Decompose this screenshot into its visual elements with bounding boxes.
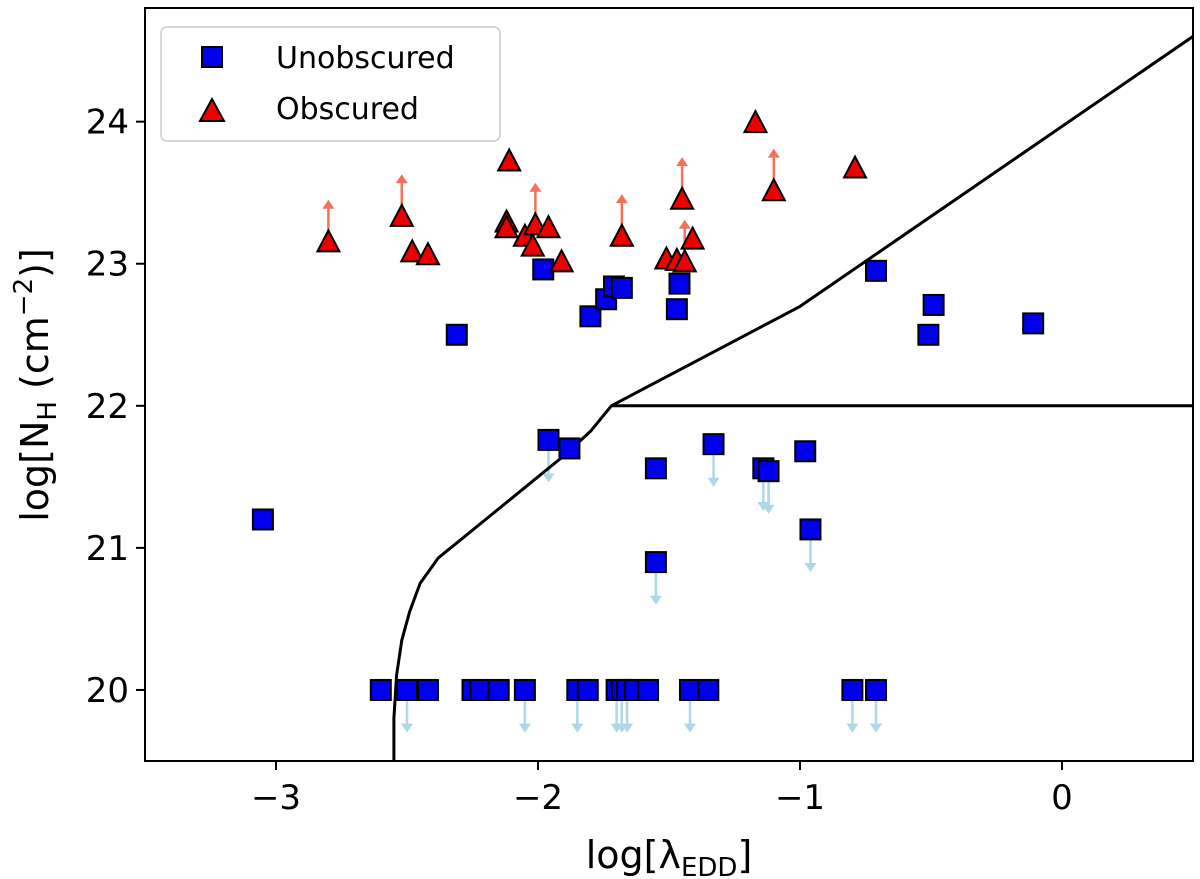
x-tick-label: −1: [775, 778, 825, 818]
unobscured-point: [537, 428, 560, 451]
obscured-point: [672, 248, 698, 273]
legend-triangle-marker: [198, 96, 226, 122]
unobscured-point: [579, 305, 602, 328]
unobscured-point: [665, 298, 688, 321]
unobscured-point: [487, 678, 510, 701]
unobscured-point: [558, 437, 581, 460]
unobscured-point: [697, 678, 720, 701]
unobscured-point: [513, 678, 536, 701]
unobscured-point: [396, 678, 418, 701]
arrow-head: [762, 504, 775, 514]
unobscured-point: [922, 293, 945, 316]
unobscured-point: [251, 508, 274, 531]
obscured-point: [669, 185, 695, 210]
arrow-head: [767, 148, 780, 158]
obscured-point: [315, 228, 342, 253]
arrow-head: [869, 723, 882, 733]
y-tick-label: 21: [86, 529, 129, 569]
obscured-point: [415, 241, 441, 266]
obscured-point: [389, 202, 415, 227]
unobscured-point: [532, 258, 555, 281]
obscured-point: [742, 108, 769, 134]
legend: Unobscured Obscured: [160, 26, 501, 142]
arrow-head: [529, 182, 542, 192]
unobscured-point: [445, 323, 468, 346]
legend-label-obscured: Obscured: [276, 92, 419, 127]
unobscured-point: [576, 678, 599, 701]
data-points: [251, 108, 1045, 701]
obscured-point: [535, 214, 562, 239]
legend-square-marker: [201, 46, 223, 68]
y-axis-label: log[NH (cm−2)]: [9, 248, 63, 522]
unobscured-point: [864, 259, 887, 282]
obscured-point: [548, 248, 575, 273]
boundary-lines: [392, 35, 1193, 761]
arrow-head: [401, 723, 413, 733]
unobscured-point: [841, 678, 864, 701]
arrow-head: [322, 199, 335, 209]
arrow-head: [707, 477, 720, 487]
obscured-point: [609, 222, 635, 247]
arrow-head: [518, 723, 531, 733]
arrow-head: [615, 194, 628, 204]
x-tick-label: −2: [513, 778, 563, 818]
arrow-head: [678, 219, 691, 229]
obscured-point: [679, 225, 706, 250]
unobscured-point: [610, 276, 633, 299]
unobscured-point: [637, 678, 660, 701]
arrow-head: [571, 723, 584, 733]
obscured-point: [399, 238, 425, 263]
arrow-head: [804, 563, 817, 573]
x-axis-label: log[λEDD]: [586, 833, 753, 879]
unobscured-point: [1022, 312, 1045, 335]
arrow-head: [846, 723, 859, 733]
arrow-head: [676, 157, 689, 167]
unobscured-point: [644, 551, 667, 574]
y-tick-label: 22: [86, 387, 129, 427]
unobscured-point: [469, 678, 492, 701]
unobscured-point: [668, 272, 691, 295]
obscured-point: [842, 154, 868, 179]
unobscured-point: [678, 678, 701, 701]
y-tick-label: 24: [86, 103, 129, 143]
plot-frame: [144, 7, 1194, 762]
unobscured-point: [369, 678, 392, 701]
boundary-curve: [392, 35, 1193, 761]
unobscured-point: [644, 457, 667, 480]
arrow-head: [683, 723, 696, 733]
legend-label-unobscured: Unobscured: [276, 41, 455, 76]
axis-ticks: −3 −2 −1 0 20 21 22 23 24: [86, 103, 1073, 818]
obscured-point: [761, 177, 787, 202]
arrow-head: [757, 501, 770, 511]
x-tick-label: 0: [1051, 778, 1073, 818]
arrow-head: [542, 473, 555, 483]
unobscured-point: [864, 678, 887, 701]
y-tick-label: 20: [86, 671, 129, 711]
obscured-point: [520, 232, 546, 257]
unobscured-point: [416, 678, 439, 701]
arrow-head: [649, 595, 662, 605]
obscured-point: [496, 147, 522, 172]
legend-box: [160, 26, 501, 142]
arrow-head: [621, 723, 634, 733]
unobscured-point: [794, 440, 817, 463]
obscured-point: [493, 214, 520, 239]
unobscured-point: [702, 433, 725, 456]
arrow-head: [395, 174, 408, 184]
unobscured-point: [917, 323, 940, 346]
unobscured-point: [757, 460, 780, 483]
limit-arrows: [322, 148, 882, 733]
unobscured-point: [799, 518, 822, 541]
x-tick-label: −3: [251, 778, 301, 818]
y-tick-label: 23: [86, 245, 129, 285]
